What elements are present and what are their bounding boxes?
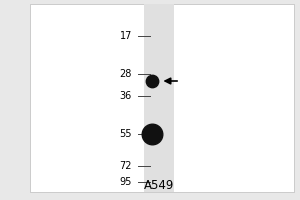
Text: 72: 72 (119, 161, 132, 171)
Text: 17: 17 (120, 31, 132, 41)
Bar (30, 4, 294, 192)
Point (149, 64, 154, 68)
Bar (144, 4, 174, 192)
Text: A549: A549 (144, 179, 174, 192)
Point (149, 117, 154, 121)
Text: 28: 28 (120, 69, 132, 79)
Text: 55: 55 (119, 129, 132, 139)
Text: 36: 36 (120, 91, 132, 101)
Text: 95: 95 (120, 177, 132, 187)
